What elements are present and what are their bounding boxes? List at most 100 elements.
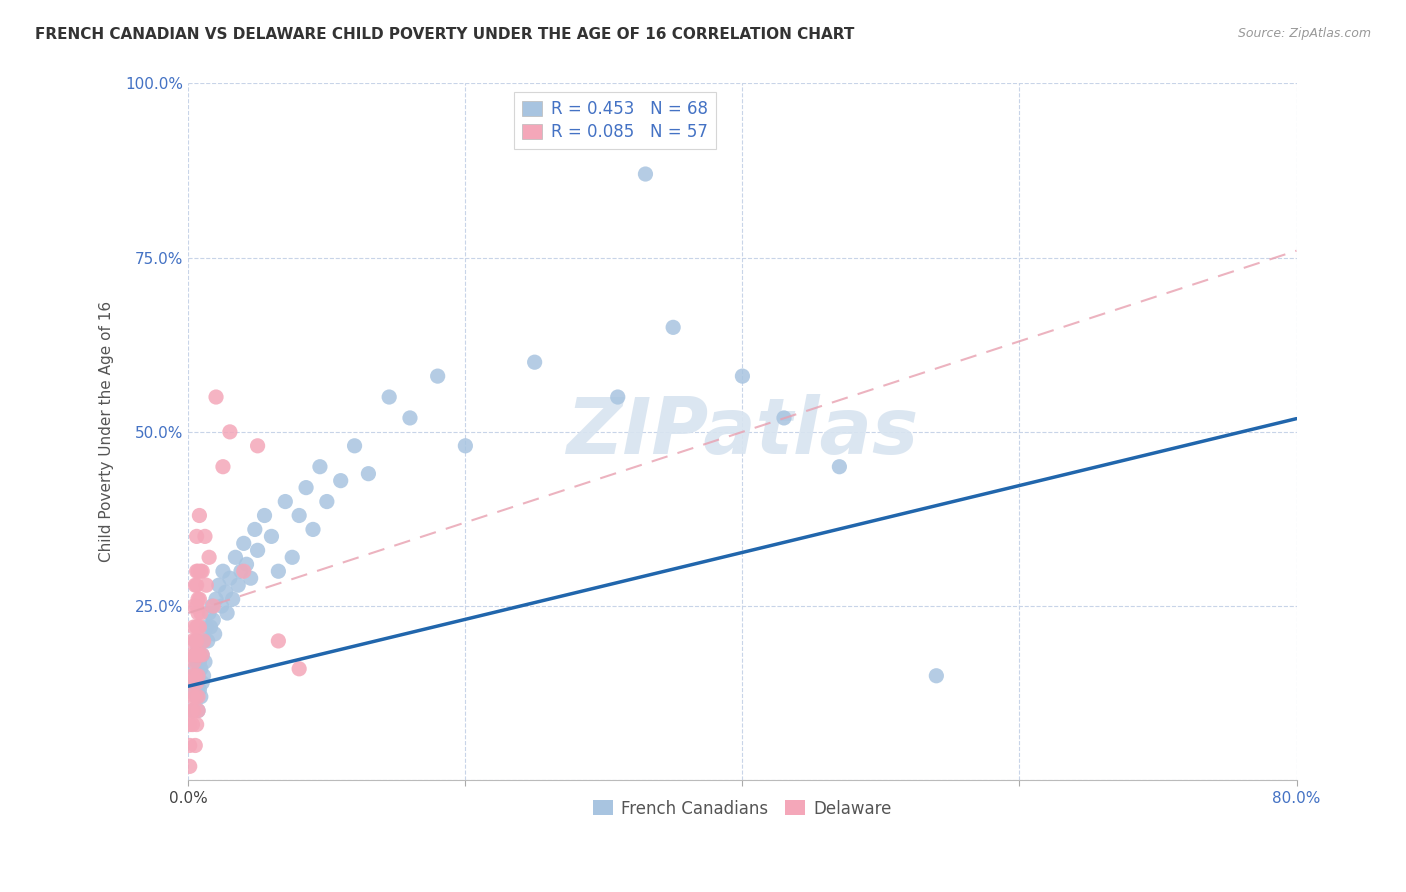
Point bbox=[232, 536, 254, 550]
Point bbox=[187, 564, 209, 578]
Point bbox=[183, 655, 205, 669]
Point bbox=[180, 704, 202, 718]
Point bbox=[191, 675, 214, 690]
Point bbox=[195, 578, 218, 592]
Point bbox=[343, 439, 366, 453]
Point bbox=[212, 564, 235, 578]
Point bbox=[219, 571, 242, 585]
Point bbox=[186, 529, 208, 543]
Point bbox=[288, 508, 311, 523]
Point bbox=[187, 690, 209, 704]
Point bbox=[188, 508, 211, 523]
Point bbox=[190, 662, 212, 676]
Point bbox=[186, 620, 208, 634]
Text: Source: ZipAtlas.com: Source: ZipAtlas.com bbox=[1237, 27, 1371, 40]
Point bbox=[239, 571, 262, 585]
Point bbox=[190, 606, 212, 620]
Point bbox=[399, 411, 422, 425]
Point bbox=[315, 494, 337, 508]
Point bbox=[267, 564, 290, 578]
Point bbox=[454, 439, 477, 453]
Point bbox=[190, 690, 212, 704]
Point bbox=[378, 390, 401, 404]
Point bbox=[302, 523, 325, 537]
Point bbox=[181, 669, 204, 683]
Point bbox=[215, 585, 238, 599]
Point bbox=[184, 634, 207, 648]
Point bbox=[309, 459, 332, 474]
Point bbox=[274, 494, 297, 508]
Point bbox=[662, 320, 685, 334]
Point bbox=[179, 717, 201, 731]
Point bbox=[187, 704, 209, 718]
Point bbox=[186, 599, 208, 613]
Point bbox=[194, 529, 217, 543]
Point bbox=[187, 606, 209, 620]
Point bbox=[181, 704, 204, 718]
Point bbox=[184, 578, 207, 592]
Point bbox=[188, 592, 211, 607]
Point bbox=[229, 564, 252, 578]
Legend: French Canadians, Delaware: French Canadians, Delaware bbox=[586, 793, 898, 824]
Point bbox=[184, 675, 207, 690]
Point bbox=[212, 459, 235, 474]
Point bbox=[198, 606, 221, 620]
Point bbox=[191, 564, 214, 578]
Point bbox=[191, 648, 214, 662]
Point bbox=[281, 550, 304, 565]
Point bbox=[295, 481, 318, 495]
Point bbox=[224, 550, 246, 565]
Point bbox=[253, 508, 276, 523]
Point bbox=[197, 634, 219, 648]
Point bbox=[426, 369, 449, 384]
Point bbox=[773, 411, 796, 425]
Point bbox=[221, 592, 243, 607]
Point bbox=[204, 627, 226, 641]
Point bbox=[260, 529, 283, 543]
Point bbox=[217, 606, 239, 620]
Point bbox=[202, 613, 225, 627]
Point bbox=[181, 690, 204, 704]
Point bbox=[191, 648, 214, 662]
Point bbox=[184, 669, 207, 683]
Point bbox=[181, 717, 204, 731]
Point bbox=[188, 682, 211, 697]
Point bbox=[226, 578, 249, 592]
Point bbox=[180, 675, 202, 690]
Point bbox=[246, 543, 269, 558]
Point bbox=[186, 690, 208, 704]
Point bbox=[202, 599, 225, 613]
Point bbox=[186, 578, 208, 592]
Point bbox=[232, 564, 254, 578]
Point bbox=[183, 704, 205, 718]
Point bbox=[180, 648, 202, 662]
Point bbox=[186, 717, 208, 731]
Point bbox=[267, 634, 290, 648]
Point bbox=[235, 558, 257, 572]
Point bbox=[243, 523, 266, 537]
Point bbox=[187, 669, 209, 683]
Point bbox=[219, 425, 242, 439]
Point bbox=[187, 640, 209, 655]
Point bbox=[828, 459, 851, 474]
Point bbox=[193, 634, 215, 648]
Point bbox=[198, 550, 221, 565]
Text: ZIPatlas: ZIPatlas bbox=[567, 394, 918, 470]
Point bbox=[208, 578, 231, 592]
Point bbox=[186, 648, 208, 662]
Point bbox=[186, 564, 208, 578]
Y-axis label: Child Poverty Under the Age of 16: Child Poverty Under the Age of 16 bbox=[100, 301, 114, 563]
Point bbox=[200, 620, 222, 634]
Point bbox=[184, 739, 207, 753]
Point bbox=[184, 648, 207, 662]
Point bbox=[201, 599, 224, 613]
Point bbox=[194, 655, 217, 669]
Point bbox=[186, 634, 208, 648]
Point bbox=[329, 474, 352, 488]
Point bbox=[731, 369, 754, 384]
Text: FRENCH CANADIAN VS DELAWARE CHILD POVERTY UNDER THE AGE OF 16 CORRELATION CHART: FRENCH CANADIAN VS DELAWARE CHILD POVERT… bbox=[35, 27, 855, 42]
Point bbox=[187, 669, 209, 683]
Point bbox=[606, 390, 628, 404]
Point bbox=[186, 655, 208, 669]
Point bbox=[183, 662, 205, 676]
